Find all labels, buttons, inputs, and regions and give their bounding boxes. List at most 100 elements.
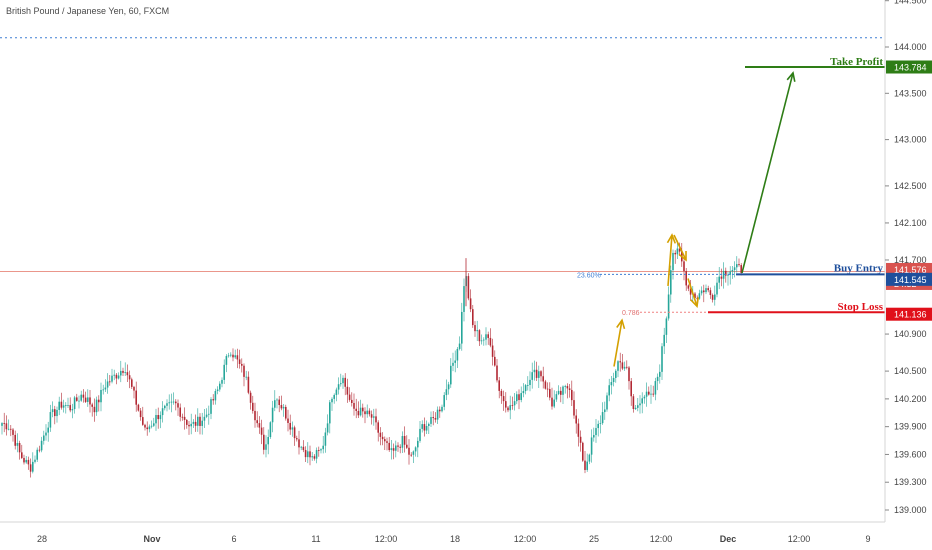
stop-loss-badge-box[interactable] <box>886 307 932 321</box>
candle-body <box>32 461 34 472</box>
candle-body <box>84 397 87 402</box>
candle-body <box>560 390 562 395</box>
candle-body <box>168 402 170 404</box>
candle-body <box>397 445 399 447</box>
candle-body <box>408 447 410 455</box>
candle-body <box>23 457 25 463</box>
candle-body <box>665 318 668 335</box>
candle-body <box>298 439 300 448</box>
candle-body <box>516 394 518 402</box>
candle-body <box>582 442 584 461</box>
price-axis-label: 142.100 <box>894 218 927 228</box>
candle-body <box>518 394 520 401</box>
candle-body <box>337 384 340 390</box>
candle-body <box>274 400 276 408</box>
candle-body <box>586 461 588 470</box>
candle-body <box>575 415 577 424</box>
take-profit-badge-box[interactable] <box>886 60 932 74</box>
candle-body <box>483 339 485 341</box>
candle-body <box>117 375 120 379</box>
candle-body <box>104 387 107 390</box>
gold-arrow-down-1-head <box>678 250 687 262</box>
candle-body <box>342 377 344 384</box>
candle-body <box>615 370 617 378</box>
candle-body <box>489 337 492 346</box>
time-axis-label: 18 <box>450 534 460 544</box>
candle-body <box>491 345 494 357</box>
candle-body <box>309 451 311 458</box>
buy-entry-badge-box[interactable] <box>886 272 932 286</box>
candle-body <box>736 264 738 268</box>
price-axis-label: 140.200 <box>894 394 927 404</box>
candle-body <box>205 414 208 417</box>
candle-body <box>390 448 393 451</box>
candle-body <box>562 386 564 395</box>
candle-body <box>670 270 672 295</box>
chart-title: British Pound / Japanese Yen, 60, FXCM <box>6 6 170 16</box>
candle-body <box>458 343 461 349</box>
current-price-badge-box[interactable] <box>886 262 932 276</box>
candle-body <box>241 363 243 366</box>
take-profit-arrow-shaft <box>741 72 794 274</box>
candle-body <box>502 396 505 402</box>
candle-body <box>507 407 509 411</box>
candle-body <box>434 418 437 420</box>
time-axis-label: 11 <box>311 534 320 544</box>
take-profit-badge-text: 143.784 <box>894 63 927 73</box>
candle-body <box>375 416 377 423</box>
candle-body <box>67 405 69 406</box>
candle-body <box>593 435 595 438</box>
candle-body <box>269 422 272 438</box>
candle-body <box>597 423 599 429</box>
candle-body <box>621 362 624 369</box>
gold-arrow-down-1-shaft <box>673 234 687 261</box>
candle-body <box>324 432 327 446</box>
candle-body <box>322 445 324 450</box>
candle-body <box>199 416 201 426</box>
candle-body <box>395 445 397 451</box>
price-axis-label: 144.000 <box>894 42 927 52</box>
candle-body <box>584 460 586 470</box>
candle-body <box>676 248 679 255</box>
plot-area[interactable] <box>0 0 885 522</box>
candle-body <box>711 294 714 300</box>
candle-body <box>157 415 159 420</box>
candle-body <box>731 269 734 272</box>
candle-body <box>520 393 522 401</box>
candle-body <box>82 394 85 398</box>
candle-body <box>93 406 96 413</box>
candle-body <box>604 409 606 413</box>
candle-body <box>36 449 38 460</box>
candle-body <box>139 410 142 418</box>
candle-body <box>531 372 533 380</box>
candle-body <box>197 416 199 426</box>
candle-body <box>687 285 690 289</box>
candle-body <box>102 389 104 391</box>
candle-body <box>538 371 540 378</box>
candle-body <box>456 348 459 361</box>
candle-body <box>617 361 619 371</box>
candle-body <box>425 425 428 431</box>
candle-body <box>128 375 131 380</box>
candle-body <box>89 397 91 405</box>
candle-body <box>56 409 58 417</box>
candle-body <box>219 383 221 390</box>
candle-body <box>445 389 448 396</box>
gold-arrow-down-2-head <box>690 297 700 309</box>
candle-body <box>14 434 16 446</box>
candle-body <box>65 405 67 406</box>
candle-body <box>577 423 580 437</box>
candle-body <box>632 396 635 409</box>
candle-body <box>571 389 573 401</box>
candle-body <box>709 290 712 295</box>
candle-body <box>315 450 318 459</box>
candle-body <box>368 410 371 415</box>
candle-body <box>610 382 613 386</box>
candle-body <box>634 407 637 409</box>
time-axis-label: 12:00 <box>650 534 673 544</box>
candle-body <box>109 381 111 383</box>
candle-body <box>276 399 278 401</box>
candle-body <box>667 294 670 319</box>
